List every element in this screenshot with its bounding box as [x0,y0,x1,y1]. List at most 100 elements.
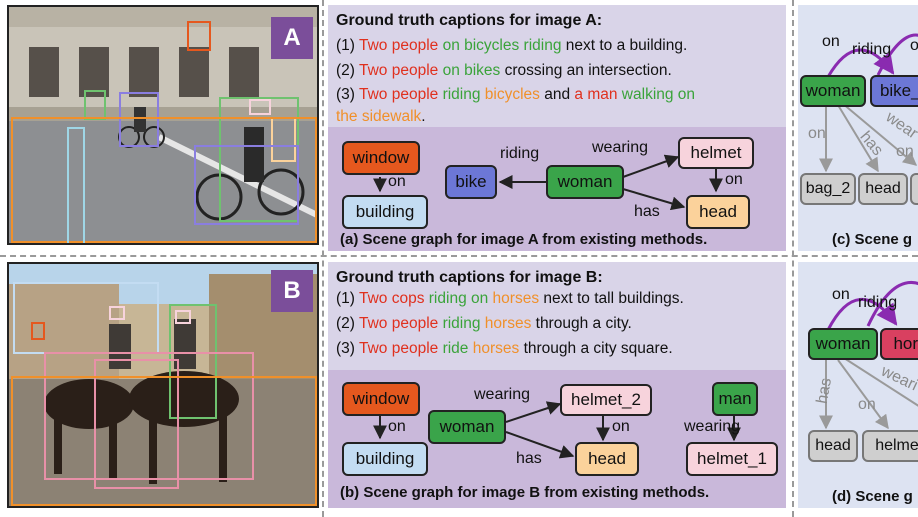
graph-d-caption: (d) Scene g [832,488,913,505]
caption-segment: riding on [424,290,489,307]
caption-segment: walking on [617,86,696,103]
node-b-man: man [712,382,758,416]
edge-c-label-on: on [822,33,840,50]
caption-segment: (2) [336,62,359,79]
edge-c-label-on-left: on [808,125,826,142]
caption-segment: through a city. [531,315,632,332]
node-d-head: head [808,430,858,462]
node-a-window: window [342,141,420,175]
edge-d-label-on2: on [858,396,876,413]
edge-c-label-o: o [910,37,918,54]
node-a-building: building [342,195,428,229]
bbox-helmet-b1 [109,306,125,320]
image-a-badge: A [271,17,313,59]
caption-segment: horses [468,340,520,357]
edge-a-woman-helmet [622,154,680,178]
panel-d: on riding woman hors has on weari head h… [798,262,918,508]
graph-b-caption: (b) Scene graph for image B from existin… [340,484,710,501]
node-a-helmet: helmet [678,137,754,169]
bbox-person-left [119,92,159,147]
bbox-helmet [249,99,271,115]
caption-segment: a man [574,86,618,103]
caption-segment: . [421,108,426,125]
bbox-helmet-b2 [175,310,191,324]
image-b-badge: B [271,270,313,312]
edge-d-label-on: on [832,286,850,303]
captions-a-line-4: the sidewalk. [336,108,426,126]
vertical-divider-right [792,0,794,517]
node-a-woman: woman [546,165,624,199]
caption-segment: on bikes [438,62,501,79]
caption-segment: Two people [358,37,439,54]
edge-b-label-has: has [516,450,542,467]
edge-a-label-on: on [388,173,406,190]
edge-c-woman-head [837,104,879,173]
node-a-bike: bike [445,165,497,199]
caption-segment: ride [438,340,469,357]
edge-c-on-top [876,33,918,76]
caption-segment: (1) [336,290,359,307]
node-c-woman: woman [800,75,866,107]
node-b-woman: woman [428,410,506,444]
graph-a-caption: (a) Scene graph for image A from existin… [340,231,708,248]
node-b-building: building [342,442,428,476]
scene-graph-b: window on building woman wearing helmet_… [328,370,786,508]
panel-c: on riding o woman bike_1 on has wear on … [798,5,918,251]
caption-segment: Two people [358,315,439,332]
caption-segment: Two people [358,340,439,357]
bbox-bike [194,145,299,225]
node-b-helmet-2: helmet_2 [560,384,652,416]
node-c-bag: bag_2 [800,173,856,205]
graph-c-caption: (c) Scene g [832,231,913,248]
caption-segment: (3) [336,86,359,103]
captions-b-line-2: (2) Two people riding horses through a c… [336,315,632,333]
node-a-head: head [686,195,750,229]
caption-segment: horses [488,290,540,307]
caption-segment: bicycles [480,86,540,103]
vertical-divider-left [322,0,324,517]
captions-a-line-2: (2) Two people on bikes crossing an inte… [336,62,672,80]
bbox-pole [67,127,85,243]
caption-segment: next to tall buildings. [539,290,684,307]
panel-b: Ground truth captions for image B: (1) T… [328,262,786,508]
caption-segment: the sidewalk [336,108,422,125]
node-b-head: head [575,442,639,476]
scene-graph-a-edges [373,154,723,211]
node-b-helmet-1: helmet_1 [686,442,778,476]
edge-d-woman-helmet-2 [843,357,918,407]
bbox-building-b [13,282,159,354]
caption-segment: and [539,86,575,103]
caption-segment: through a city square. [519,340,673,357]
edge-c-woman-h [841,102,918,166]
edge-d-label-riding: riding [858,294,898,311]
caption-segment: Two people [358,62,439,79]
edge-b-woman-helmet [505,401,562,423]
image-a: A [7,5,319,245]
captions-a: Ground truth captions for image A: (1) T… [328,5,786,127]
edge-a-woman-head [622,188,686,211]
edge-b-label-wearing: wearing [474,386,531,403]
node-d-woman: woman [808,328,878,360]
scene-graph-d-edges [819,281,918,430]
edge-a-label-riding: riding [500,145,540,162]
panel-a: Ground truth captions for image A: (1) T… [328,5,786,251]
captions-b-line-1: (1) Two cops riding on horses next to ta… [336,290,684,308]
bbox-window-b [31,322,45,340]
edge-a-label-on2: on [725,171,743,188]
captions-a-line-3: (3) Two people riding bicycles and a man… [336,86,695,104]
node-c-head: head [858,173,908,205]
image-a-scene [9,7,317,243]
caption-segment: riding [438,86,481,103]
caption-segment: crossing an intersection. [500,62,672,79]
bbox-man-b [169,304,217,419]
edge-d-riding [826,297,898,331]
image-b: B [7,262,319,508]
caption-segment: horses [480,315,532,332]
edge-d-on-top [866,281,918,327]
edge-a-label-wearing: wearing [592,139,649,156]
bbox-window [187,21,211,51]
caption-segment: next to a building. [561,37,688,54]
edge-b-label-on2: on [612,418,630,435]
caption-segment: Two people [358,86,439,103]
image-b-scene [9,264,317,506]
